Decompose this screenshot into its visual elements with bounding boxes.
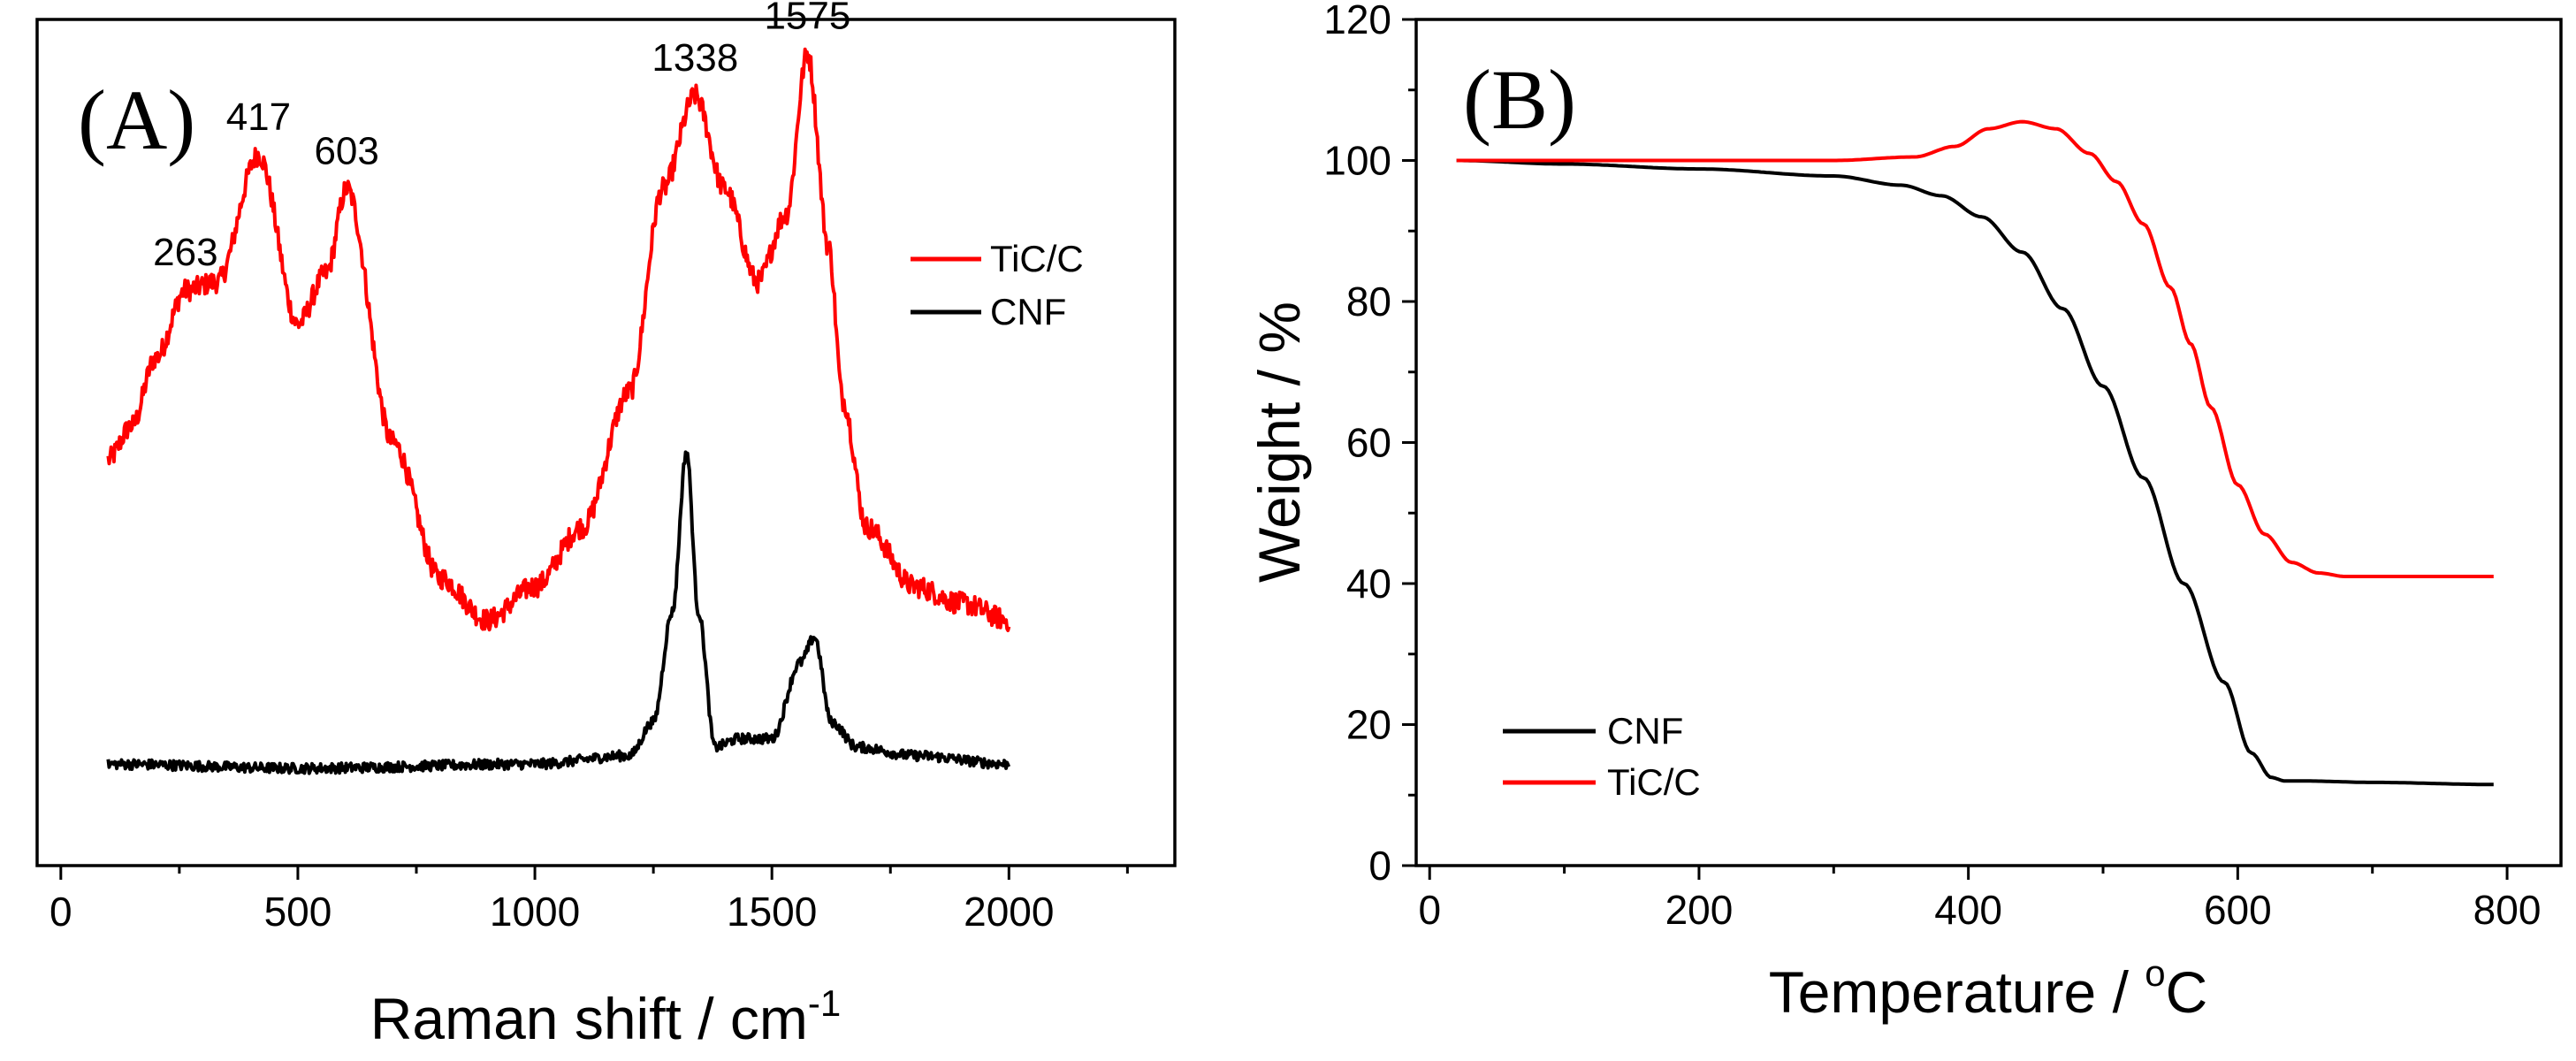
panel-b-x-ticks: 0 200 400 600 800 bbox=[1418, 866, 2541, 933]
panel-b-y-tick-label-100: 100 bbox=[1323, 138, 1391, 184]
panel-b-x-tick-label-200: 200 bbox=[1665, 887, 1734, 933]
panel-b-y-axis-label: Weight / % bbox=[1246, 302, 1312, 583]
panel-a-peak-label-263: 263 bbox=[153, 231, 217, 274]
panel-a-x-tick-label-0: 0 bbox=[50, 889, 72, 935]
panel-a-x-tick-label-500: 500 bbox=[264, 889, 332, 935]
panel-b-title: (B) bbox=[1463, 52, 1576, 147]
panel-b-series bbox=[1456, 119, 2494, 787]
panel-b-y-tick-label-0: 0 bbox=[1368, 843, 1391, 889]
panel-b-legend: CNF TiC/C bbox=[1503, 710, 1701, 803]
panel-b-x-tick-label-0: 0 bbox=[1418, 887, 1441, 933]
panel-b-x-tick-label-600: 600 bbox=[2204, 887, 2272, 933]
panel-a-peak-label-1575: 1575 bbox=[764, 0, 850, 37]
panel-b-y-tick-label-20: 20 bbox=[1346, 702, 1391, 748]
panel-b-x-axis-label: Temperature / oC bbox=[1769, 952, 2208, 1025]
panel-a-plot-frame bbox=[35, 18, 1177, 867]
panel-a-peak-label-1338: 1338 bbox=[652, 36, 738, 80]
panel-b-legend-label-tic-c: TiC/C bbox=[1607, 761, 1701, 803]
panel-a-raman: 0 500 1000 1500 2000 263 417 603 1338 1575 (A) T… bbox=[35, 0, 1177, 1051]
panel-a-x-tick-label-1000: 1000 bbox=[490, 889, 580, 935]
panel-a-peak-label-603: 603 bbox=[314, 129, 378, 172]
panel-b-series-tic-c bbox=[1456, 119, 2494, 578]
panel-b-y-ticks: 0 20 40 60 80 100 120 bbox=[1323, 0, 1416, 889]
panel-b-series-cnf bbox=[1456, 158, 2494, 787]
panel-a-peak-labels: 263 417 603 1338 1575 bbox=[153, 0, 850, 274]
panel-b-y-tick-label-60: 60 bbox=[1346, 420, 1391, 466]
panel-a-series-tic-c bbox=[106, 47, 1011, 632]
panel-b-y-tick-label-80: 80 bbox=[1346, 279, 1391, 324]
panel-a-legend: TiC/C CNF bbox=[911, 238, 1084, 332]
panel-a-x-tick-label-1500: 1500 bbox=[727, 889, 817, 935]
panel-b-plot-frame bbox=[1414, 18, 2563, 867]
panel-a-peak-label-417: 417 bbox=[226, 95, 291, 139]
panel-b-y-tick-label-40: 40 bbox=[1346, 561, 1391, 607]
panel-b-legend-label-cnf: CNF bbox=[1607, 710, 1683, 752]
panel-a-legend-label-cnf: CNF bbox=[990, 291, 1066, 332]
panel-a-x-axis-label: Raman shift / cm-1 bbox=[370, 982, 842, 1051]
panel-b-y-tick-label-120: 120 bbox=[1323, 0, 1391, 42]
panel-a-x-ticks: 0 500 1000 1500 2000 bbox=[50, 866, 1129, 935]
panel-b-x-tick-label-800: 800 bbox=[2473, 887, 2542, 933]
panel-b-tga: 0 200 400 600 800 0 20 40 60 80 100 120 (B) CNF Ti… bbox=[1246, 0, 2563, 1025]
panel-a-series bbox=[106, 47, 1011, 775]
panel-a-series-cnf bbox=[106, 450, 1011, 775]
panel-b-x-tick-label-400: 400 bbox=[1934, 887, 2002, 933]
panel-a-legend-label-tic-c: TiC/C bbox=[990, 238, 1084, 279]
panel-a-x-tick-label-2000: 2000 bbox=[964, 889, 1054, 935]
panel-a-title: (A) bbox=[78, 73, 195, 167]
